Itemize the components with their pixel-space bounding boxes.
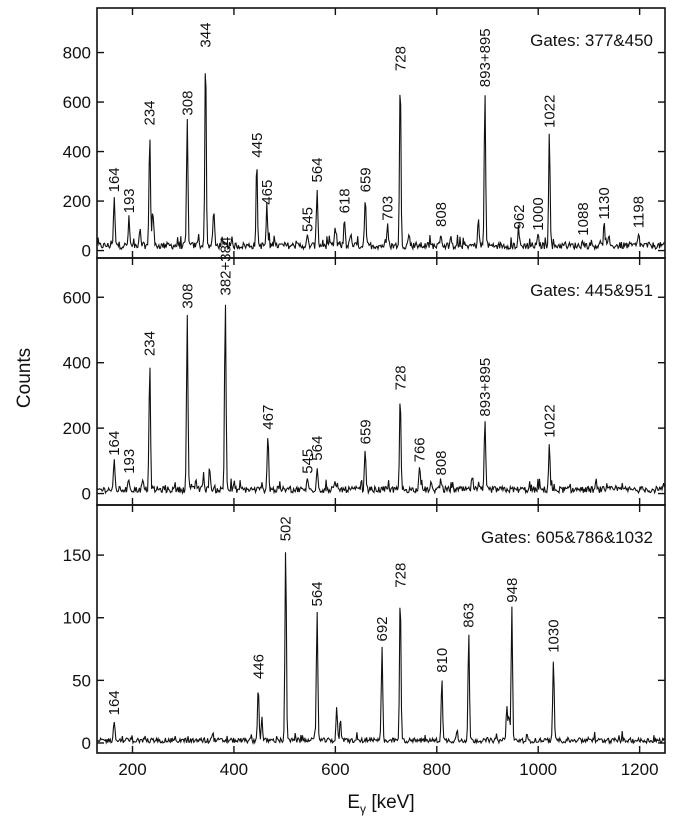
peak-label: 193 [121,188,138,213]
peak-label: 1030 [545,619,562,652]
x-tick-label: 400 [220,760,248,779]
peak-label: 692 [374,616,391,641]
peak-label: 1022 [541,95,558,128]
peak-label: 193 [121,449,138,474]
gate-label: Gates: 605&786&1032 [481,528,653,547]
peak-label: 445 [249,133,266,158]
y-tick-label: 200 [63,192,91,211]
peak-label: 467 [260,405,277,430]
peak-label: 659 [357,167,374,192]
x-axis-title-subscript: γ [360,802,366,816]
peak-label: 1088 [575,202,592,235]
panel-3: 0 50 100 150 164 446 502 564 692 728 810 863 948 1030… [63,504,666,754]
x-axis-title-unit: [keV] [366,792,415,813]
x-tick-label: 800 [423,760,451,779]
gate-label: Gates: 377&450 [530,31,653,50]
peak-label: 564 [309,157,326,182]
spectrum-line [96,73,665,252]
peak-label: 893+895 [477,28,494,87]
spectrum-line [96,304,665,496]
x-tick-label: 200 [118,760,146,779]
x-axis-title-main: E [347,792,360,813]
peak-label: 728 [392,563,409,588]
y-tick-label: 600 [63,288,91,307]
spectrum-line [96,552,665,745]
peak-label: 659 [357,419,374,444]
y-tick-label: 0 [82,485,91,504]
peak-label: 446 [250,654,267,679]
x-tick-label: 1000 [519,760,557,779]
peak-label: 893+895 [477,358,494,417]
peak-label: 618 [337,188,354,213]
peak-label: 502 [278,516,295,541]
y-tick-label: 0 [82,734,91,753]
peak-label: 703 [380,196,397,221]
y-tick-label: 0 [82,242,91,261]
peak-label: 863 [461,603,478,628]
peak-label: 728 [392,46,409,71]
peak-label: 1022 [541,404,558,437]
peak-label: 564 [309,581,326,606]
peak-label: 962 [511,204,528,229]
peak-label: 382+384 [217,237,234,296]
peak-label: 545 [300,207,317,232]
y-tick-label: 100 [63,609,91,628]
peak-label: 164 [106,690,123,715]
peak-label: 808 [433,202,450,227]
y-tick-label: 50 [72,671,91,690]
peak-label: 1198 [631,196,648,228]
y-tick-label: 400 [63,354,91,373]
peak-label: 948 [504,578,521,603]
peak-label: 545 [300,449,317,474]
x-tick-label: 1200 [621,760,659,779]
peak-label: 308 [179,284,196,309]
y-tick-label: 400 [63,143,91,162]
peak-label: 234 [142,331,159,356]
peak-label: 1130 [596,187,613,219]
peak-label: 1000 [530,197,547,230]
y-tick-label: 200 [63,419,91,438]
peak-label: 465 [259,180,276,205]
peak-label: 344 [198,23,215,48]
peak-label: 564 [309,436,326,461]
peak-label: 164 [106,167,123,192]
y-tick-label: 150 [63,546,91,565]
gate-label: Gates: 445&951 [530,281,653,300]
x-tick-label: 600 [321,760,349,779]
y-tick-label: 600 [63,93,91,112]
peak-label: 808 [433,450,450,475]
x-axis-title: Eγ [keV] [347,792,414,816]
peak-label: 810 [434,648,451,673]
y-tick-label: 800 [63,44,91,63]
peak-label: 164 [106,431,123,456]
peak-label: 728 [392,365,409,390]
peak-label: 766 [412,437,429,462]
panel-frame [96,504,666,754]
peak-label: 308 [179,91,196,116]
peak-label: 234 [142,100,159,125]
y-axis-title: Counts [14,348,35,408]
